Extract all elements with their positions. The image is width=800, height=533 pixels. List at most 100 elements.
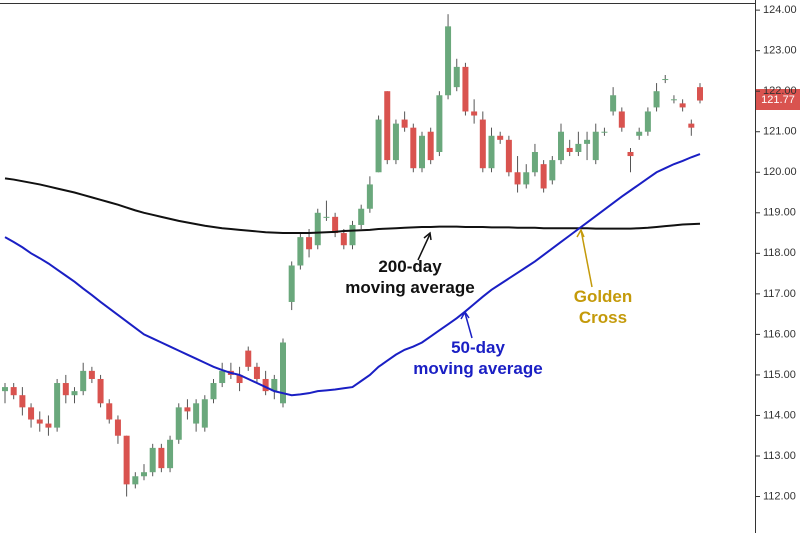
candle-body [401, 119, 408, 128]
candle-body [375, 119, 382, 173]
candle-body [679, 103, 686, 108]
candle-body [28, 407, 35, 420]
candle-body [653, 91, 660, 108]
y-tick-label: 114.00 [763, 409, 796, 421]
candle-body [45, 423, 52, 428]
candle-body [497, 135, 504, 140]
candle-body [10, 387, 17, 396]
y-tick-label: 118.00 [763, 247, 796, 259]
candle-body [366, 184, 373, 209]
candle-body [297, 237, 304, 266]
candle-body [566, 147, 573, 152]
candle-body [97, 378, 104, 404]
candle-body [2, 387, 8, 392]
candle-body [210, 383, 217, 400]
candle-body [592, 131, 599, 161]
candle-body [540, 164, 547, 189]
candle-body [80, 370, 87, 392]
candle-body [471, 111, 478, 116]
candle-body [453, 66, 460, 88]
candle-body [262, 378, 269, 392]
candle-body [392, 123, 399, 161]
candle-body [132, 476, 139, 485]
candle-body [558, 131, 564, 161]
candle-body [384, 91, 391, 161]
candle-body [618, 111, 625, 128]
y-tick-label: 120.00 [763, 166, 797, 178]
candle-body [636, 131, 643, 136]
candle-body [88, 370, 95, 379]
annotation-text: 50-day [451, 338, 505, 357]
price-label-box [756, 89, 800, 110]
candle-body [349, 224, 356, 246]
candle-body [280, 342, 286, 404]
candle-body [644, 111, 651, 132]
candle-body [62, 383, 69, 396]
annotation-arrows [417, 228, 593, 339]
annotation-text: moving average [413, 359, 542, 378]
candle-body [688, 123, 695, 128]
candle-body [71, 391, 78, 396]
candle-body [106, 403, 113, 420]
candle-body [158, 447, 165, 469]
candle-body [332, 216, 339, 234]
candle-body [253, 366, 260, 379]
candle-body [358, 208, 365, 225]
candle-body [436, 95, 443, 152]
y-tick-label: 121.00 [763, 126, 797, 138]
annotation-text: Golden [574, 287, 633, 306]
candle-body [323, 216, 330, 218]
candle-body [193, 403, 200, 424]
candle-body [627, 151, 634, 157]
candle-body [236, 374, 243, 384]
candle-body [531, 151, 538, 173]
candle-body [427, 131, 434, 161]
candle-body [288, 265, 295, 302]
candle-body [54, 383, 61, 428]
candle-body [167, 439, 174, 469]
candle-body [610, 95, 617, 112]
y-tick-label: 119.00 [763, 207, 796, 219]
candle-body [245, 350, 252, 367]
candle-body [488, 135, 495, 169]
candle-body [123, 435, 130, 485]
candle-body [601, 131, 608, 133]
candle-body [575, 143, 582, 152]
candle-body [149, 447, 156, 473]
plot [2, 14, 703, 497]
y-tick-label: 122.00 [763, 85, 797, 97]
candle-body [662, 79, 669, 81]
candle-body [175, 407, 182, 440]
candle-body [523, 172, 530, 185]
y-tick-label: 123.00 [763, 45, 797, 57]
y-tick-label: 115.00 [763, 369, 796, 381]
candle-body [36, 419, 43, 424]
price-label: 121.77 [761, 94, 795, 106]
candle-body [479, 119, 486, 169]
candle-body [314, 212, 321, 246]
y-tick-label: 112.00 [763, 490, 796, 502]
candle-body [505, 139, 512, 173]
candle-body [584, 139, 591, 144]
candle-body [670, 99, 677, 101]
candle-body [445, 26, 452, 96]
candle-body [219, 370, 226, 384]
candle-body [201, 399, 208, 428]
moving-average-line [4, 153, 701, 397]
moving-average-line [4, 177, 701, 235]
candle-body [410, 127, 417, 169]
candle-body [340, 233, 347, 246]
candle-body [271, 378, 278, 392]
candle-body [306, 237, 313, 250]
candle-body [114, 419, 121, 436]
candle-body [697, 87, 703, 101]
candle-body [184, 407, 191, 412]
y-tick-label: 124.00 [763, 4, 797, 16]
annotation-text: Cross [579, 308, 627, 327]
y-tick-label: 113.00 [763, 450, 796, 462]
annotations: 200-day moving average 50-day moving averag… [345, 257, 632, 378]
y-tick-label: 117.00 [763, 288, 796, 300]
candle-body [462, 66, 469, 112]
